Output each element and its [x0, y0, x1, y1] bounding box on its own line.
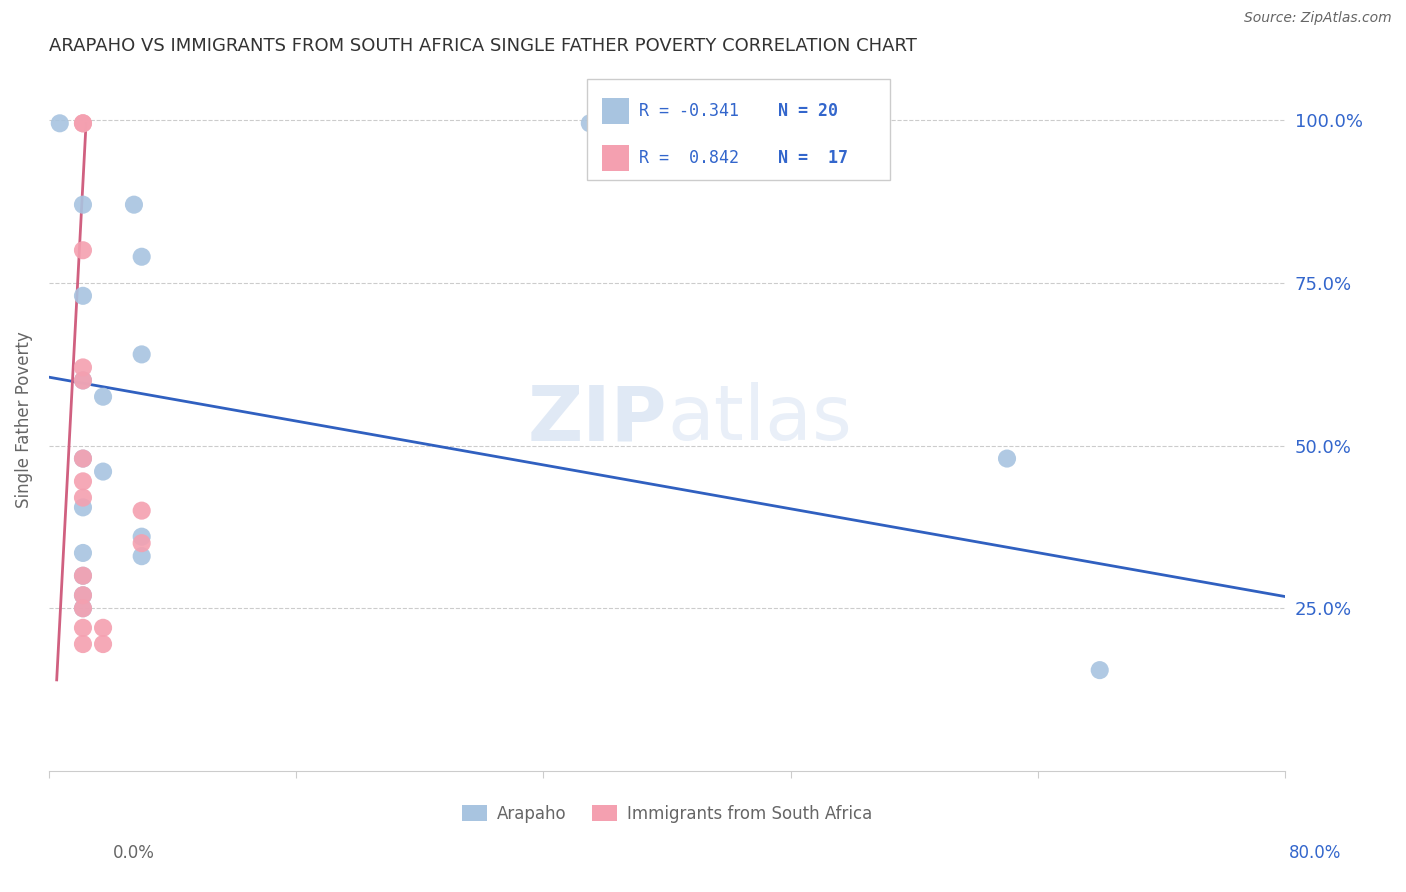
- Point: [72, 451, 94, 466]
- Point: [122, 197, 145, 211]
- Bar: [602, 98, 628, 125]
- Y-axis label: Single Father Poverty: Single Father Poverty: [15, 331, 32, 508]
- Point: [72, 373, 94, 387]
- Point: [72, 588, 94, 602]
- Point: [72, 546, 94, 560]
- Point: [131, 250, 153, 264]
- Point: [72, 116, 94, 130]
- Point: [91, 465, 114, 479]
- Text: Source: ZipAtlas.com: Source: ZipAtlas.com: [1244, 12, 1392, 25]
- Point: [72, 451, 94, 466]
- Point: [72, 491, 94, 505]
- Point: [72, 500, 94, 515]
- Point: [131, 347, 153, 361]
- Text: N =  17: N = 17: [779, 149, 848, 167]
- Text: ZIP: ZIP: [527, 383, 666, 457]
- Point: [131, 536, 153, 550]
- Bar: [586, 78, 890, 180]
- Point: [1088, 663, 1111, 677]
- Point: [72, 637, 94, 651]
- Text: ARAPAHO VS IMMIGRANTS FROM SOUTH AFRICA SINGLE FATHER POVERTY CORRELATION CHART: ARAPAHO VS IMMIGRANTS FROM SOUTH AFRICA …: [49, 37, 917, 55]
- Text: 0.0%: 0.0%: [112, 844, 155, 862]
- Point: [72, 568, 94, 582]
- Text: 80.0%: 80.0%: [1288, 844, 1341, 862]
- Point: [91, 390, 114, 404]
- Point: [72, 475, 94, 489]
- Point: [72, 601, 94, 615]
- Point: [131, 549, 153, 564]
- Point: [72, 244, 94, 258]
- Point: [49, 116, 72, 130]
- Point: [91, 637, 114, 651]
- Point: [131, 530, 153, 544]
- Point: [72, 568, 94, 582]
- Point: [72, 588, 94, 602]
- Point: [578, 116, 600, 130]
- Point: [72, 360, 94, 375]
- Bar: [602, 145, 628, 171]
- Legend: Arapaho, Immigrants from South Africa: Arapaho, Immigrants from South Africa: [456, 798, 879, 830]
- Text: R =  0.842: R = 0.842: [638, 149, 738, 167]
- Point: [91, 621, 114, 635]
- Point: [72, 373, 94, 387]
- Text: atlas: atlas: [666, 383, 852, 457]
- Point: [995, 451, 1018, 466]
- Point: [72, 289, 94, 303]
- Point: [131, 503, 153, 517]
- Text: N = 20: N = 20: [779, 103, 838, 120]
- Point: [72, 601, 94, 615]
- Point: [72, 197, 94, 211]
- Text: R = -0.341: R = -0.341: [638, 103, 738, 120]
- Point: [72, 116, 94, 130]
- Point: [72, 621, 94, 635]
